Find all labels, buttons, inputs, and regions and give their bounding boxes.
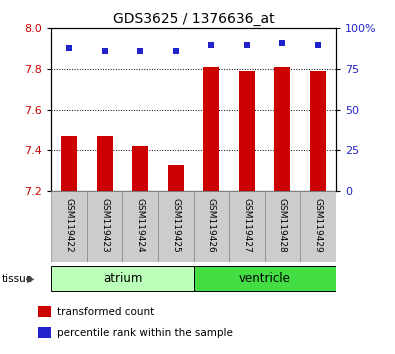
- Bar: [275, 67, 290, 191]
- Bar: [122, 191, 158, 262]
- Bar: [61, 136, 77, 191]
- Bar: [239, 71, 255, 191]
- Point: [66, 45, 72, 51]
- Bar: [51, 191, 87, 262]
- Text: ▶: ▶: [27, 274, 34, 284]
- Bar: [97, 136, 113, 191]
- Point: [173, 48, 179, 54]
- Text: ventricle: ventricle: [239, 272, 291, 285]
- Text: GSM119424: GSM119424: [136, 198, 145, 252]
- Text: GSM119428: GSM119428: [278, 198, 287, 252]
- Point: [208, 42, 214, 47]
- Text: GSM119425: GSM119425: [171, 198, 180, 252]
- Point: [279, 40, 286, 46]
- Point: [102, 48, 108, 54]
- Bar: [229, 191, 265, 262]
- Point: [137, 48, 143, 54]
- Point: [244, 42, 250, 47]
- Text: atrium: atrium: [103, 272, 142, 285]
- Bar: [87, 191, 122, 262]
- Text: percentile rank within the sample: percentile rank within the sample: [57, 327, 233, 338]
- Title: GDS3625 / 1376636_at: GDS3625 / 1376636_at: [113, 12, 275, 26]
- Text: transformed count: transformed count: [57, 307, 155, 317]
- Bar: [194, 191, 229, 262]
- Text: tissue: tissue: [2, 274, 33, 284]
- Bar: [38, 327, 51, 338]
- Text: GSM119429: GSM119429: [314, 198, 322, 252]
- Bar: [168, 165, 184, 191]
- Bar: [300, 191, 336, 262]
- Text: GSM119423: GSM119423: [100, 198, 109, 252]
- Point: [315, 42, 321, 47]
- Bar: [51, 266, 194, 291]
- Bar: [132, 147, 148, 191]
- Bar: [203, 67, 219, 191]
- Bar: [194, 266, 336, 291]
- Text: GSM119422: GSM119422: [65, 198, 73, 252]
- Bar: [265, 191, 300, 262]
- Text: GSM119427: GSM119427: [243, 198, 251, 252]
- Bar: [310, 71, 326, 191]
- Bar: [158, 191, 194, 262]
- Bar: [38, 306, 51, 317]
- Text: GSM119426: GSM119426: [207, 198, 216, 252]
